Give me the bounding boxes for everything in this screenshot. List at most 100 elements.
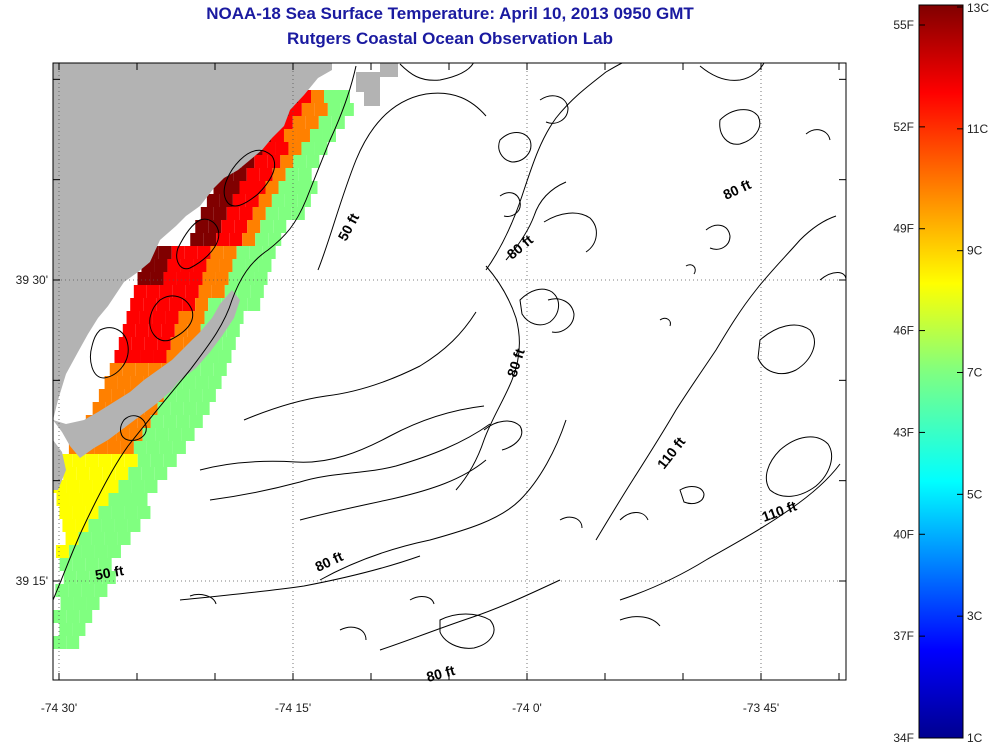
sst-pixel bbox=[236, 246, 250, 259]
sst-pixel bbox=[128, 467, 142, 480]
sst-pixel bbox=[117, 532, 131, 545]
sst-pixel bbox=[63, 571, 77, 584]
sst-pixel bbox=[226, 181, 240, 194]
sst-pixel bbox=[131, 480, 145, 493]
sst-pixel bbox=[337, 90, 350, 103]
sst-pixel bbox=[85, 454, 99, 467]
sst-pixel bbox=[98, 558, 112, 571]
sst-pixel bbox=[72, 558, 86, 571]
colorbar-celsius-labels: 13C 11C 9C 7C 5C 3C 1C bbox=[957, 1, 989, 745]
sst-pixel bbox=[174, 324, 188, 337]
sst-pixel bbox=[309, 129, 323, 142]
sst-pixel bbox=[258, 259, 272, 272]
sst-pixel bbox=[121, 493, 135, 506]
sst-pixel bbox=[185, 285, 199, 298]
sst-pixel bbox=[203, 233, 217, 246]
sst-pixel bbox=[76, 467, 90, 480]
sst-pixel bbox=[85, 558, 99, 571]
sst-pixel bbox=[322, 129, 336, 142]
sst-pixel bbox=[288, 142, 302, 155]
colorbar-c-label: 1C bbox=[967, 731, 983, 745]
sst-pixel bbox=[268, 233, 282, 246]
sst-pixel bbox=[228, 272, 242, 285]
sst-pixel bbox=[250, 285, 264, 298]
cloud-mask bbox=[380, 63, 398, 77]
sst-pixel bbox=[245, 194, 259, 207]
sst-pixel bbox=[104, 532, 118, 545]
sst-pixel bbox=[59, 623, 73, 636]
sst-pixel bbox=[247, 298, 261, 311]
sst-pixel bbox=[72, 506, 86, 519]
sst-pixel bbox=[63, 467, 77, 480]
sst-pixel bbox=[59, 558, 73, 571]
sst-pixel bbox=[301, 103, 315, 116]
sst-pixel bbox=[163, 454, 177, 467]
sst-pixel bbox=[131, 337, 145, 350]
sst-pixel bbox=[156, 298, 170, 311]
sst-pixel bbox=[122, 324, 136, 337]
sst-pixel bbox=[305, 116, 319, 129]
sst-pixel bbox=[206, 194, 220, 207]
sst-pixel bbox=[127, 519, 141, 532]
cloud-mask bbox=[364, 90, 380, 106]
sst-pixel bbox=[252, 207, 266, 220]
sst-pixel bbox=[210, 246, 224, 259]
sst-pixel bbox=[159, 441, 173, 454]
longitude-labels: -74 30' -74 15' -74 0' -73 45' bbox=[41, 701, 779, 715]
sst-pixel bbox=[215, 272, 229, 285]
sst-pixel bbox=[117, 376, 131, 389]
sst-pixel bbox=[190, 233, 204, 246]
colorbar-f-label: 34F bbox=[893, 731, 914, 745]
sst-pixel bbox=[178, 311, 192, 324]
longitude-label: -74 15' bbox=[275, 701, 311, 715]
sst-pixel bbox=[293, 155, 307, 168]
sst-pixel bbox=[81, 545, 95, 558]
sst-pixel bbox=[311, 90, 324, 103]
sst-pixel bbox=[206, 259, 220, 272]
sst-pixel bbox=[197, 246, 211, 259]
latitude-label: 39 30' bbox=[16, 273, 48, 287]
sst-pixel bbox=[98, 506, 112, 519]
sst-pixel bbox=[137, 454, 151, 467]
sst-pixel bbox=[78, 532, 92, 545]
sst-pixel bbox=[158, 246, 172, 259]
sst-pixel bbox=[137, 272, 151, 285]
sst-pixel bbox=[94, 584, 108, 597]
sst-pixel bbox=[208, 376, 222, 389]
sst-pixel bbox=[272, 168, 286, 181]
colorbar-c-label: 7C bbox=[967, 366, 983, 380]
colorbar-c-label: 3C bbox=[967, 609, 983, 623]
sst-pixel bbox=[76, 571, 90, 584]
sst-pixel bbox=[285, 168, 299, 181]
sst-pixel bbox=[133, 285, 147, 298]
sst-pixel bbox=[150, 272, 164, 285]
sst-pixel bbox=[124, 454, 138, 467]
sst-pixel bbox=[165, 311, 179, 324]
sst-pixel bbox=[239, 207, 253, 220]
colorbar-c-label: 9C bbox=[967, 244, 983, 258]
sst-pixel bbox=[126, 311, 140, 324]
sst-pixel bbox=[85, 506, 99, 519]
sst-pixel bbox=[296, 129, 310, 142]
sst-pixel bbox=[134, 493, 148, 506]
sst-pixel bbox=[292, 116, 306, 129]
sst-pixel bbox=[170, 402, 184, 415]
sst-pixel bbox=[66, 610, 80, 623]
sst-pixel bbox=[79, 610, 93, 623]
sst-pixel bbox=[146, 285, 160, 298]
sst-pixel bbox=[191, 311, 205, 324]
sst-pixel bbox=[95, 493, 109, 506]
sst-pixel bbox=[213, 363, 227, 376]
sst-pixel bbox=[259, 168, 273, 181]
sst-pixel bbox=[82, 493, 96, 506]
sst-pixel bbox=[291, 207, 305, 220]
sst-pixel bbox=[171, 246, 185, 259]
sst-pixel bbox=[254, 272, 268, 285]
sst-pixel bbox=[56, 493, 70, 506]
sst-pixel bbox=[109, 363, 123, 376]
sst-pixel bbox=[72, 454, 86, 467]
sst-pixel bbox=[247, 220, 261, 233]
sst-pixel bbox=[72, 623, 86, 636]
sst-pixel bbox=[118, 480, 132, 493]
sst-pixel bbox=[150, 415, 164, 428]
